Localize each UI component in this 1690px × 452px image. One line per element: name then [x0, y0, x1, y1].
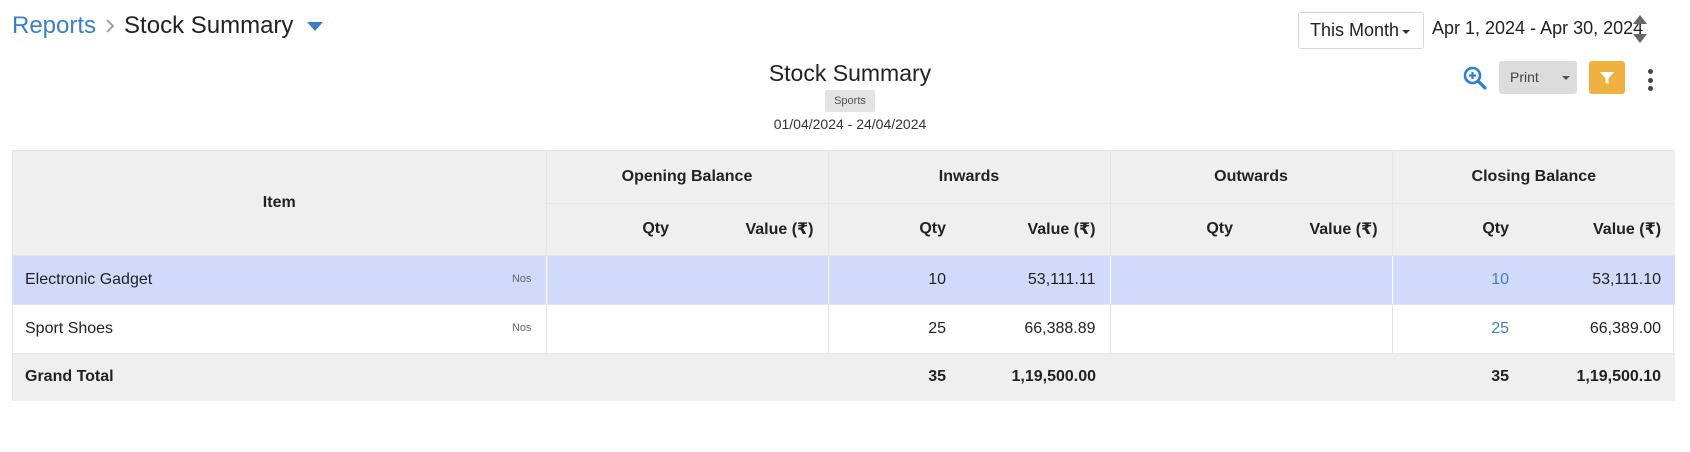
group-header-inwards: Inwards [828, 151, 1111, 204]
item-cell: Sport Shoes Nos [13, 304, 547, 354]
column-header-qty: Qty [546, 203, 679, 256]
column-header-qty: Qty [828, 203, 957, 256]
outwards-value-cell [1243, 255, 1393, 305]
column-header-item: Item [13, 151, 547, 256]
opening-qty-cell [546, 304, 679, 354]
column-header-value: Value (₹) [679, 203, 829, 256]
column-header-qty: Qty [1392, 203, 1520, 256]
column-header-qty: Qty [1110, 203, 1244, 256]
outwards-qty-cell [1110, 255, 1244, 305]
grand-total-row: Grand Total 35 1,19,500.00 35 1,19,500.1… [13, 353, 1676, 401]
closing-value-cell: 66,389.00 [1519, 304, 1676, 354]
report-date-range: 01/04/2024 - 24/04/2024 [773, 116, 927, 132]
report-title: Stock Summary [768, 60, 932, 86]
closing-value-cell: 53,111.10 [1519, 255, 1676, 305]
group-header-closing: Closing Balance [1392, 151, 1676, 204]
report-tag: Sports [825, 90, 875, 112]
closing-qty-cell: 25 [1392, 304, 1520, 354]
outwards-value-cell [1243, 304, 1393, 354]
opening-value-cell [679, 304, 829, 354]
breadcrumb-reports-link[interactable]: Reports [12, 12, 97, 39]
print-button[interactable]: Print [1499, 61, 1577, 94]
report-switch-dropdown-icon[interactable] [307, 21, 324, 31]
inwards-value-cell: 66,388.89 [956, 304, 1111, 354]
column-header-value: Value (₹) [1243, 203, 1393, 256]
outwards-value-total [1243, 353, 1393, 401]
period-select[interactable]: This Month [1298, 12, 1424, 49]
zoom-in-icon[interactable] [1462, 65, 1488, 91]
chevron-right-icon [96, 19, 124, 33]
closing-qty-total: 35 [1392, 353, 1520, 401]
filter-icon [1600, 71, 1614, 84]
breadcrumb: Reports Stock Summary [12, 11, 324, 41]
filter-button[interactable] [1589, 61, 1625, 94]
inwards-qty-cell: 10 [828, 255, 957, 305]
table-row[interactable]: Sport Shoes Nos 25 66,388.89 25 66,389.0… [13, 304, 1676, 354]
date-range-stepper[interactable] [1632, 15, 1648, 45]
print-button-label: Print [1510, 69, 1539, 85]
table-row[interactable]: Electronic Gadget Nos 10 53,111.11 10 53… [13, 255, 1676, 305]
more-vertical-icon[interactable] [1643, 67, 1657, 93]
stock-summary-table: Item Opening Balance Inwards Outwards Cl… [12, 150, 1676, 401]
item-unit: Nos [511, 321, 532, 334]
group-header-outwards: Outwards [1110, 151, 1393, 204]
caret-down-icon[interactable] [1633, 34, 1647, 43]
page-title: Stock Summary [124, 12, 294, 39]
inwards-qty-total: 35 [828, 353, 957, 401]
closing-qty-link[interactable]: 10 [1491, 270, 1510, 288]
grand-total-label: Grand Total [13, 353, 546, 401]
item-cell: Electronic Gadget Nos [13, 255, 547, 305]
period-select-value: This Month [1310, 20, 1400, 40]
opening-qty-total [546, 353, 679, 401]
item-unit: Nos [511, 272, 532, 285]
opening-value-cell [679, 255, 829, 305]
caret-up-icon[interactable] [1633, 15, 1647, 24]
item-name: Sport Shoes [25, 319, 114, 337]
inwards-qty-cell: 25 [828, 304, 957, 354]
closing-qty-link[interactable]: 25 [1491, 319, 1510, 337]
outwards-qty-cell [1110, 304, 1244, 354]
top-bar: Reports Stock Summary This Month Apr 1, … [0, 0, 1690, 60]
item-name: Electronic Gadget [25, 270, 153, 288]
date-range-text[interactable]: Apr 1, 2024 - Apr 30, 2024 [1432, 18, 1644, 38]
outwards-qty-total [1110, 353, 1244, 401]
closing-value-total: 1,19,500.10 [1519, 353, 1676, 401]
caret-down-icon[interactable] [1562, 76, 1570, 80]
opening-value-total [679, 353, 829, 401]
closing-qty-cell: 10 [1392, 255, 1520, 305]
inwards-value-total: 1,19,500.00 [956, 353, 1111, 401]
column-header-value: Value (₹) [1519, 203, 1676, 256]
inwards-value-cell: 53,111.11 [956, 255, 1111, 305]
group-header-opening: Opening Balance [546, 151, 829, 204]
opening-qty-cell [546, 255, 679, 305]
caret-down-icon [1402, 30, 1410, 34]
column-header-value: Value (₹) [956, 203, 1111, 256]
